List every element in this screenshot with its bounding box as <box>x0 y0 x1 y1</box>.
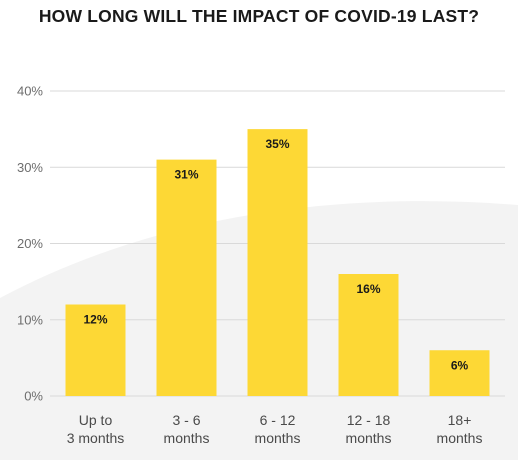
bar <box>156 159 217 396</box>
y-tick-label: 10% <box>17 312 43 327</box>
y-tick-label: 30% <box>17 160 43 175</box>
y-tick-label: 0% <box>24 389 43 404</box>
data-label: 31% <box>174 168 198 182</box>
data-label: 16% <box>356 282 380 296</box>
x-tick-label: months <box>164 430 210 446</box>
x-tick-label: 6 - 12 <box>260 412 296 428</box>
bar <box>429 350 490 396</box>
x-axis: Up to 3 months 3 - 6 months 6 - 12 months 12 -… <box>67 412 483 446</box>
x-tick-label: 3 - 6 <box>172 412 200 428</box>
bars: 12% 31% 35% 16% 6% <box>65 129 490 396</box>
x-tick-label: months <box>255 430 301 446</box>
y-axis: 0% 10% 20% 30% 40% <box>17 84 43 404</box>
data-label: 6% <box>451 358 469 372</box>
data-label: 12% <box>83 313 107 327</box>
x-tick-label: Up to <box>79 412 113 428</box>
bar <box>65 304 126 396</box>
x-tick-label: 18+ <box>448 412 472 428</box>
data-label: 35% <box>265 137 289 151</box>
y-tick-label: 20% <box>17 236 43 251</box>
chart-title: HOW LONG WILL THE IMPACT OF COVID-19 LAS… <box>38 6 480 26</box>
x-tick-label: months <box>437 430 483 446</box>
bar <box>247 129 308 396</box>
bar <box>338 274 399 396</box>
x-tick-label: 3 months <box>67 430 125 446</box>
x-tick-label: 12 - 18 <box>347 412 391 428</box>
x-tick-label: months <box>346 430 392 446</box>
y-tick-label: 40% <box>17 84 43 99</box>
